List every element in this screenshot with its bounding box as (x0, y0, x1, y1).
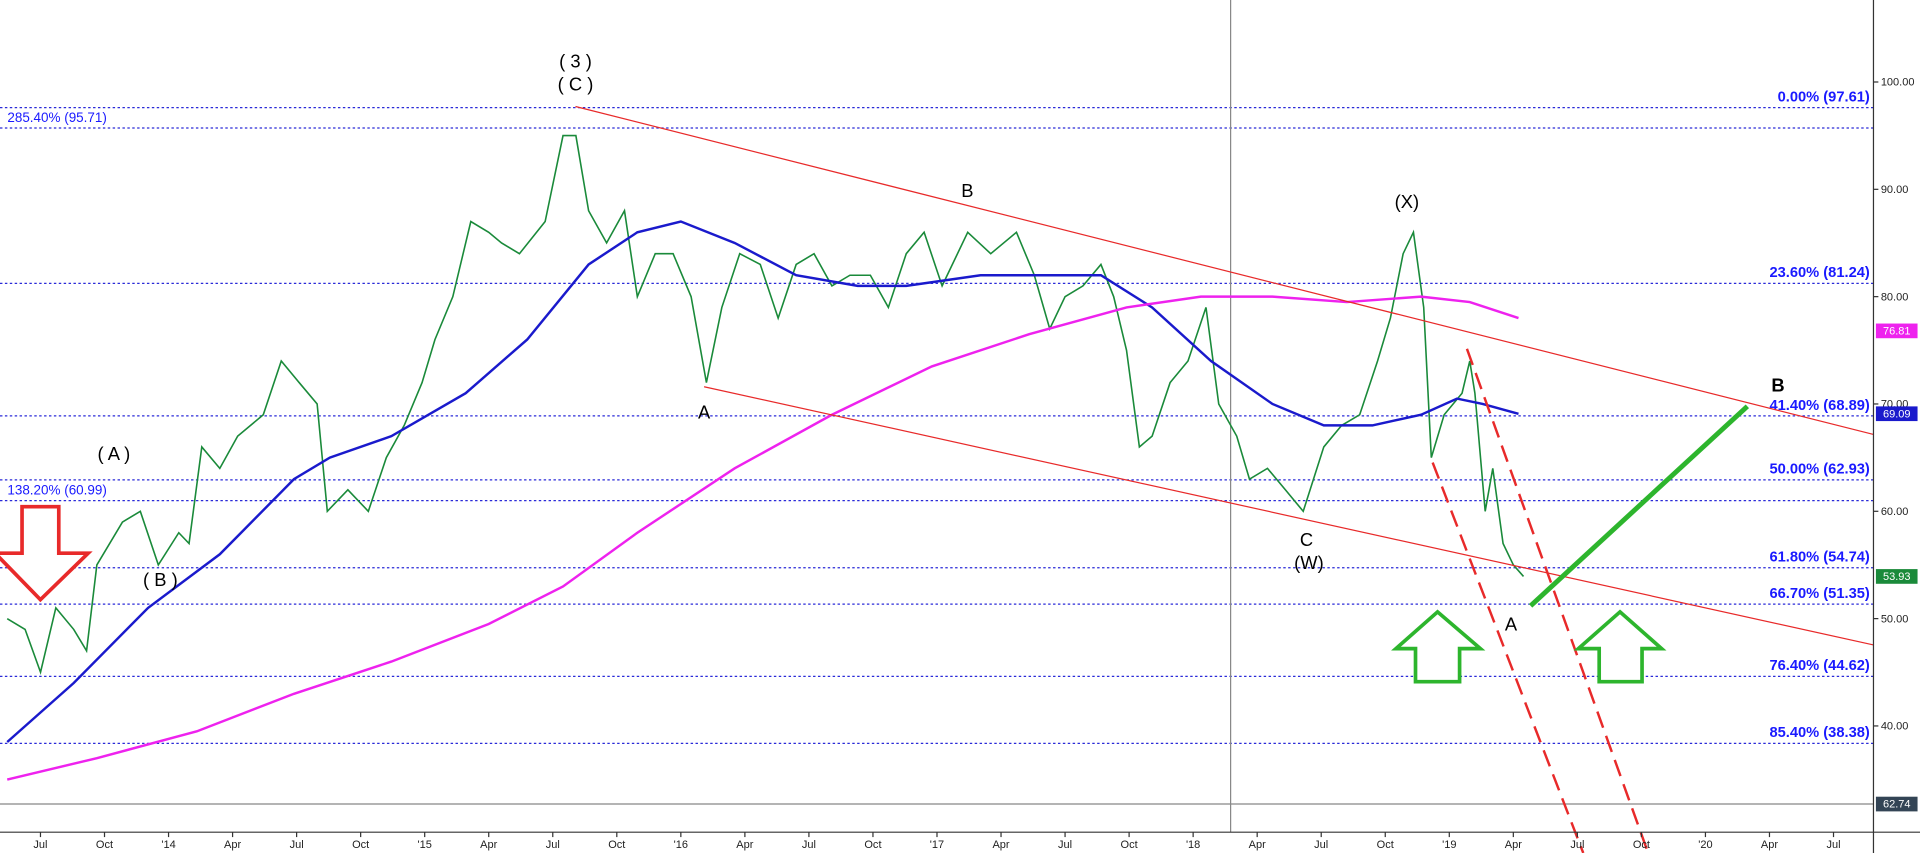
price-tag-box (1875, 323, 1918, 339)
x-tick-label: Jul (290, 839, 304, 851)
price-tag: 53.93 (1883, 571, 1911, 583)
wave-label: A (698, 402, 711, 423)
y-tick-label: 40.00 (1881, 721, 1909, 733)
wave-label: A (1505, 613, 1518, 634)
fib-label: 41.40% (68.89) (1769, 398, 1869, 414)
x-tick-label: Jul (33, 839, 47, 851)
fib-label: 61.80% (54.74) (1769, 550, 1869, 566)
fib-label: 23.60% (81.24) (1769, 265, 1869, 281)
fib-label: 76.40% (44.62) (1769, 658, 1869, 674)
down-arrow (0, 504, 93, 603)
x-tick-label: Oct (608, 839, 625, 851)
wave-label: B (1771, 375, 1784, 396)
x-tick-label: Apr (992, 839, 1009, 851)
dashed-trend (1465, 348, 1650, 853)
x-tick-label: Oct (1633, 839, 1650, 851)
trendlines (575, 105, 1874, 853)
fib-label: 0.00% (97.61) (1778, 90, 1870, 106)
grid: 0.00% (97.61) 23.60% (81.24) 41.40% (68.89… (0, 90, 1874, 744)
fib-label: 50.00% (62.93) (1769, 462, 1869, 478)
wave-label: ( A ) (98, 443, 131, 464)
price-tag-box (1875, 406, 1918, 422)
wave-label: B (961, 180, 973, 201)
x-tick-label: Oct (352, 839, 369, 851)
x-tick-label: Jul (1314, 839, 1328, 851)
x-tick-label: Apr (480, 839, 497, 851)
fib-label: 85.40% (38.38) (1769, 725, 1869, 741)
x-tick-label: '17 (930, 839, 944, 851)
x-tick-label: '15 (418, 839, 432, 851)
x-tick-label: Jul (1058, 839, 1072, 851)
price-tag-box (1875, 569, 1918, 584)
projection-line (1528, 404, 1750, 608)
x-tick-label: Apr (736, 839, 753, 851)
wave-labels: ( 3 ) ( C ) B A ( A ) ( B ) (X) C (W) A … (98, 50, 1785, 634)
y-tick-label: 80.00 (1881, 291, 1909, 303)
fib-label: 138.20% (60.99) (7, 483, 107, 498)
x-tick-label: '16 (674, 839, 688, 851)
wave-label: (W) (1294, 552, 1324, 573)
x-tick-label: Oct (864, 839, 881, 851)
up-arrow (1391, 609, 1486, 684)
arrows (0, 504, 1667, 684)
x-tick-label: '19 (1442, 839, 1456, 851)
x-tick-label: '18 (1186, 839, 1200, 851)
series-line (6, 134, 1525, 676)
x-tick-label: Apr (1505, 839, 1522, 851)
bottom-tag-box (1875, 796, 1918, 812)
series-line (6, 220, 1519, 743)
x-tick-label: '14 (161, 839, 175, 851)
x-tick-label: Apr (1249, 839, 1266, 851)
fib-label: 66.70% (51.35) (1769, 586, 1869, 602)
x-tick-label: Jul (1826, 839, 1840, 851)
y-tick-label: 100.00 (1881, 77, 1915, 89)
wave-label: ( C ) (558, 74, 594, 95)
lower-channel (703, 386, 1874, 646)
x-tick-label: Oct (96, 839, 113, 851)
wave-label: C (1300, 529, 1313, 550)
wave-label: (X) (1395, 191, 1419, 212)
x-tick-label: Oct (1121, 839, 1138, 851)
x-tick-label: Jul (802, 839, 816, 851)
x-tick-label: Oct (1377, 839, 1394, 851)
x-tick-label: '20 (1698, 839, 1712, 851)
y-tick-label: 60.00 (1881, 506, 1909, 518)
x-tick-label: Jul (1570, 839, 1584, 851)
price-tag: 69.09 (1883, 408, 1911, 420)
upper-channel (575, 105, 1874, 436)
x-tick-label: Apr (1761, 839, 1778, 851)
y-tick-label: 90.00 (1881, 184, 1909, 196)
bottom-tag: 62.74 (1883, 799, 1911, 811)
price-tag: 76.81 (1883, 326, 1911, 338)
x-tick-label: Apr (224, 839, 241, 851)
y-tick-label: 70.00 (1881, 399, 1909, 411)
fib-label: 285.40% (95.71) (7, 110, 107, 125)
y-tick-label: 50.00 (1881, 613, 1909, 625)
dashed-trend (1431, 462, 1585, 853)
wave-label: ( 3 ) (559, 50, 592, 71)
up-arrow (1573, 609, 1667, 684)
wave-label: ( B ) (143, 569, 178, 590)
x-tick-label: Jul (546, 839, 560, 851)
